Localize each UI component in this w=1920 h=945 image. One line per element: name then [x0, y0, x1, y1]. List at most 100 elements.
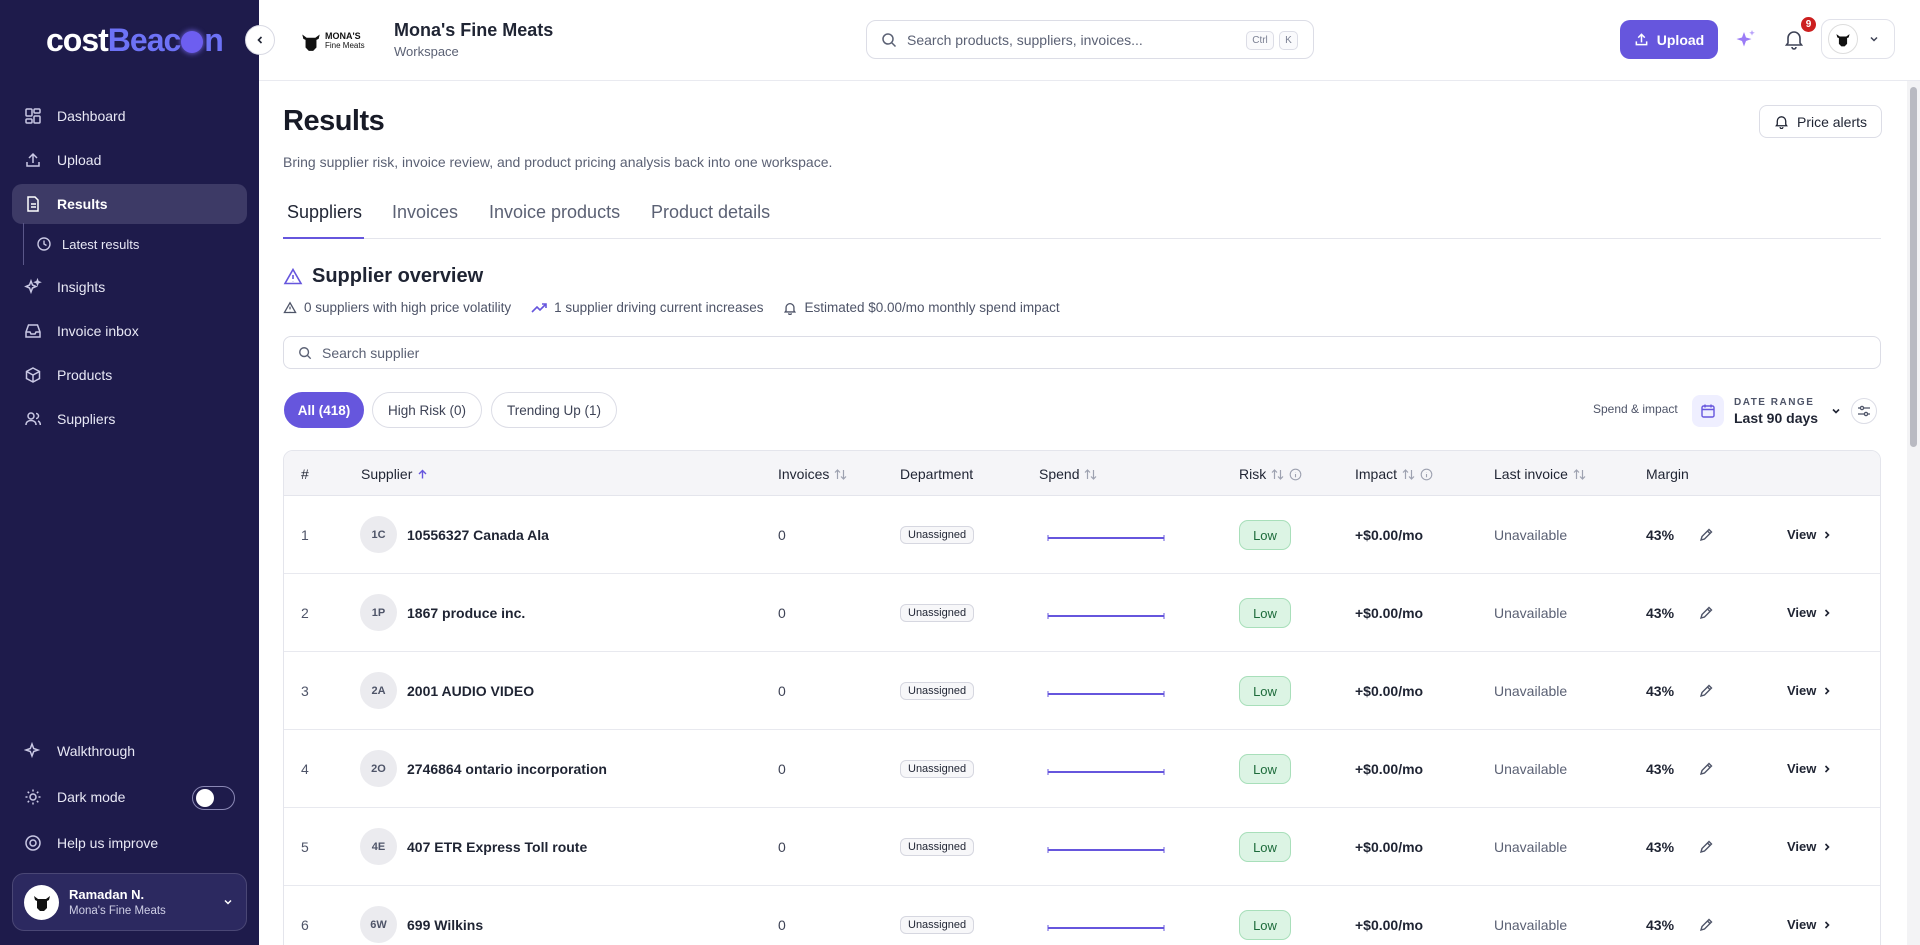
sidebar-item-insights[interactable]: Insights [12, 267, 247, 307]
walkthrough-item[interactable]: Walkthrough [12, 731, 247, 771]
edit-icon[interactable] [1698, 761, 1714, 777]
view-button[interactable]: View [1787, 527, 1832, 542]
edit-icon[interactable] [1698, 839, 1714, 855]
table-row[interactable]: 1 1C 10556327 Canada Ala 0 Unassigned Low +$0.… [284, 496, 1880, 574]
col-last-invoice[interactable]: Last invoice [1494, 466, 1586, 482]
price-alerts-button[interactable]: Price alerts [1759, 105, 1882, 138]
col-risk[interactable]: Risk [1239, 466, 1302, 482]
sidebar-item-suppliers[interactable]: Suppliers [12, 399, 247, 439]
tab-suppliers[interactable]: Suppliers [287, 202, 363, 222]
table-row[interactable]: 4 2O 2746864 ontario incorporation 0 Unassig… [284, 730, 1880, 808]
margin-value: 43% [1646, 605, 1675, 621]
sidebar-item-results[interactable]: Results [12, 184, 247, 224]
sidebar-item-invoice-inbox[interactable]: Invoice inbox [12, 311, 247, 351]
filter-high-risk[interactable]: High Risk (0) [372, 392, 482, 428]
spend-sparkline [1047, 847, 1165, 853]
col-supplier[interactable]: Supplier [361, 466, 428, 482]
tab-product-details[interactable]: Product details [651, 202, 771, 222]
margin-value: 43% [1646, 527, 1675, 543]
costbeacon-logo[interactable]: costBeac n [46, 22, 224, 58]
supplier-name[interactable]: 2001 AUDIO VIDEO [407, 683, 535, 699]
bell-icon[interactable] [1783, 28, 1805, 50]
invoice-count: 0 [778, 527, 786, 543]
spend-sparkline [1047, 925, 1165, 931]
col-impact[interactable]: Impact [1355, 466, 1433, 482]
col-spend[interactable]: Spend [1039, 466, 1097, 482]
sidebar-item-products[interactable]: Products [12, 355, 247, 395]
profile-menu[interactable] [1821, 19, 1895, 59]
global-search-input[interactable]: Search products, suppliers, invoices... … [866, 20, 1314, 59]
supplier-avatar: 1C [360, 516, 397, 553]
risk-badge: Low [1239, 676, 1291, 706]
column-settings-button[interactable] [1851, 398, 1877, 424]
edit-icon[interactable] [1698, 683, 1714, 699]
table-row[interactable]: 5 4E 407 ETR Express Toll route 0 Unassigned… [284, 808, 1880, 886]
view-button[interactable]: View [1787, 761, 1832, 776]
department-badge[interactable]: Unassigned [900, 838, 975, 856]
department-badge[interactable]: Unassigned [900, 604, 975, 622]
view-button[interactable]: View [1787, 917, 1832, 932]
row-number: 6 [301, 917, 309, 933]
tab-invoices[interactable]: Invoices [392, 202, 459, 222]
supplier-name[interactable]: 1867 produce inc. [407, 605, 526, 621]
collapse-sidebar-button[interactable] [245, 25, 275, 55]
view-button[interactable]: View [1787, 605, 1832, 620]
impact-value: +$0.00/mo [1355, 527, 1424, 543]
scrollbar[interactable] [1907, 81, 1920, 945]
tab-invoice-products[interactable]: Invoice products [489, 202, 621, 222]
sidebar-item-upload[interactable]: Upload [12, 140, 247, 180]
table-row[interactable]: 6 6W 699 Wilkins 0 Unassigned Low +$0.00/mo Una… [284, 886, 1880, 945]
spend-impact-label: Spend & impact [1593, 402, 1678, 416]
warning-icon [283, 300, 297, 313]
edit-icon[interactable] [1698, 605, 1714, 621]
view-button[interactable]: View [1787, 839, 1832, 854]
calendar-icon [1701, 404, 1715, 418]
table-row[interactable]: 2 1P 1867 produce inc. 0 Unassigned Low +$0.00… [284, 574, 1880, 652]
date-range-value: Last 90 days [1734, 409, 1819, 426]
upload-button[interactable]: Upload [1620, 20, 1718, 59]
sort-icon [834, 468, 847, 480]
col-invoices[interactable]: Invoices [778, 466, 847, 482]
col-margin: Margin [1646, 466, 1689, 482]
department-badge[interactable]: Unassigned [900, 682, 975, 700]
last-invoice-value: Unavailable [1494, 761, 1568, 777]
ai-sparkle-icon[interactable] [1734, 28, 1758, 52]
table-row[interactable]: 3 2A 2001 AUDIO VIDEO 0 Unassigned Low +$0.00/… [284, 652, 1880, 730]
workspace-name: Mona's Fine Meats [394, 20, 554, 40]
invoice-count: 0 [778, 761, 786, 777]
sidebar-item-latest-results[interactable]: Latest results [36, 230, 139, 258]
supplier-name[interactable]: 407 ETR Express Toll route [407, 839, 588, 855]
supplier-name[interactable]: 10556327 Canada Ala [407, 527, 549, 543]
margin-value: 43% [1646, 917, 1675, 933]
user-menu[interactable]: Ramadan N. Mona's Fine Meats [12, 873, 247, 931]
supplier-search-input[interactable]: Search supplier [283, 336, 1881, 369]
sidebar-item-dashboard[interactable]: Dashboard [12, 96, 247, 136]
department-badge[interactable]: Unassigned [900, 760, 975, 778]
last-invoice-value: Unavailable [1494, 917, 1568, 933]
department-badge[interactable]: Unassigned [900, 526, 975, 544]
user-name: Ramadan N. [69, 887, 145, 902]
supplier-name[interactable]: 2746864 ontario incorporation [407, 761, 607, 777]
dark-mode-toggle[interactable] [192, 786, 235, 810]
date-range-picker[interactable]: DATE RANGE Last 90 days [1692, 392, 1842, 430]
logo-dot-icon [181, 31, 204, 53]
row-number: 2 [301, 605, 309, 621]
sliders-icon [1858, 405, 1870, 417]
dark-mode-item: Dark mode [12, 777, 247, 817]
view-button[interactable]: View [1787, 683, 1832, 698]
search-icon [882, 32, 897, 47]
info-icon[interactable] [1289, 468, 1302, 481]
chevron-down-icon [1832, 408, 1840, 414]
edit-icon[interactable] [1698, 917, 1714, 933]
dashboard-icon [25, 108, 41, 124]
overview-stats: 0 suppliers with high price volatility 1… [283, 300, 1080, 315]
sidebar-item-label: Insights [57, 279, 106, 295]
help-item[interactable]: Help us improve [12, 823, 247, 863]
edit-icon[interactable] [1698, 527, 1714, 543]
info-icon[interactable] [1420, 468, 1433, 481]
trending-up-icon [531, 302, 547, 313]
department-badge[interactable]: Unassigned [900, 916, 975, 934]
supplier-name[interactable]: 699 Wilkins [407, 917, 484, 933]
filter-trending-up[interactable]: Trending Up (1) [491, 392, 617, 428]
filter-all[interactable]: All (418) [284, 392, 364, 428]
